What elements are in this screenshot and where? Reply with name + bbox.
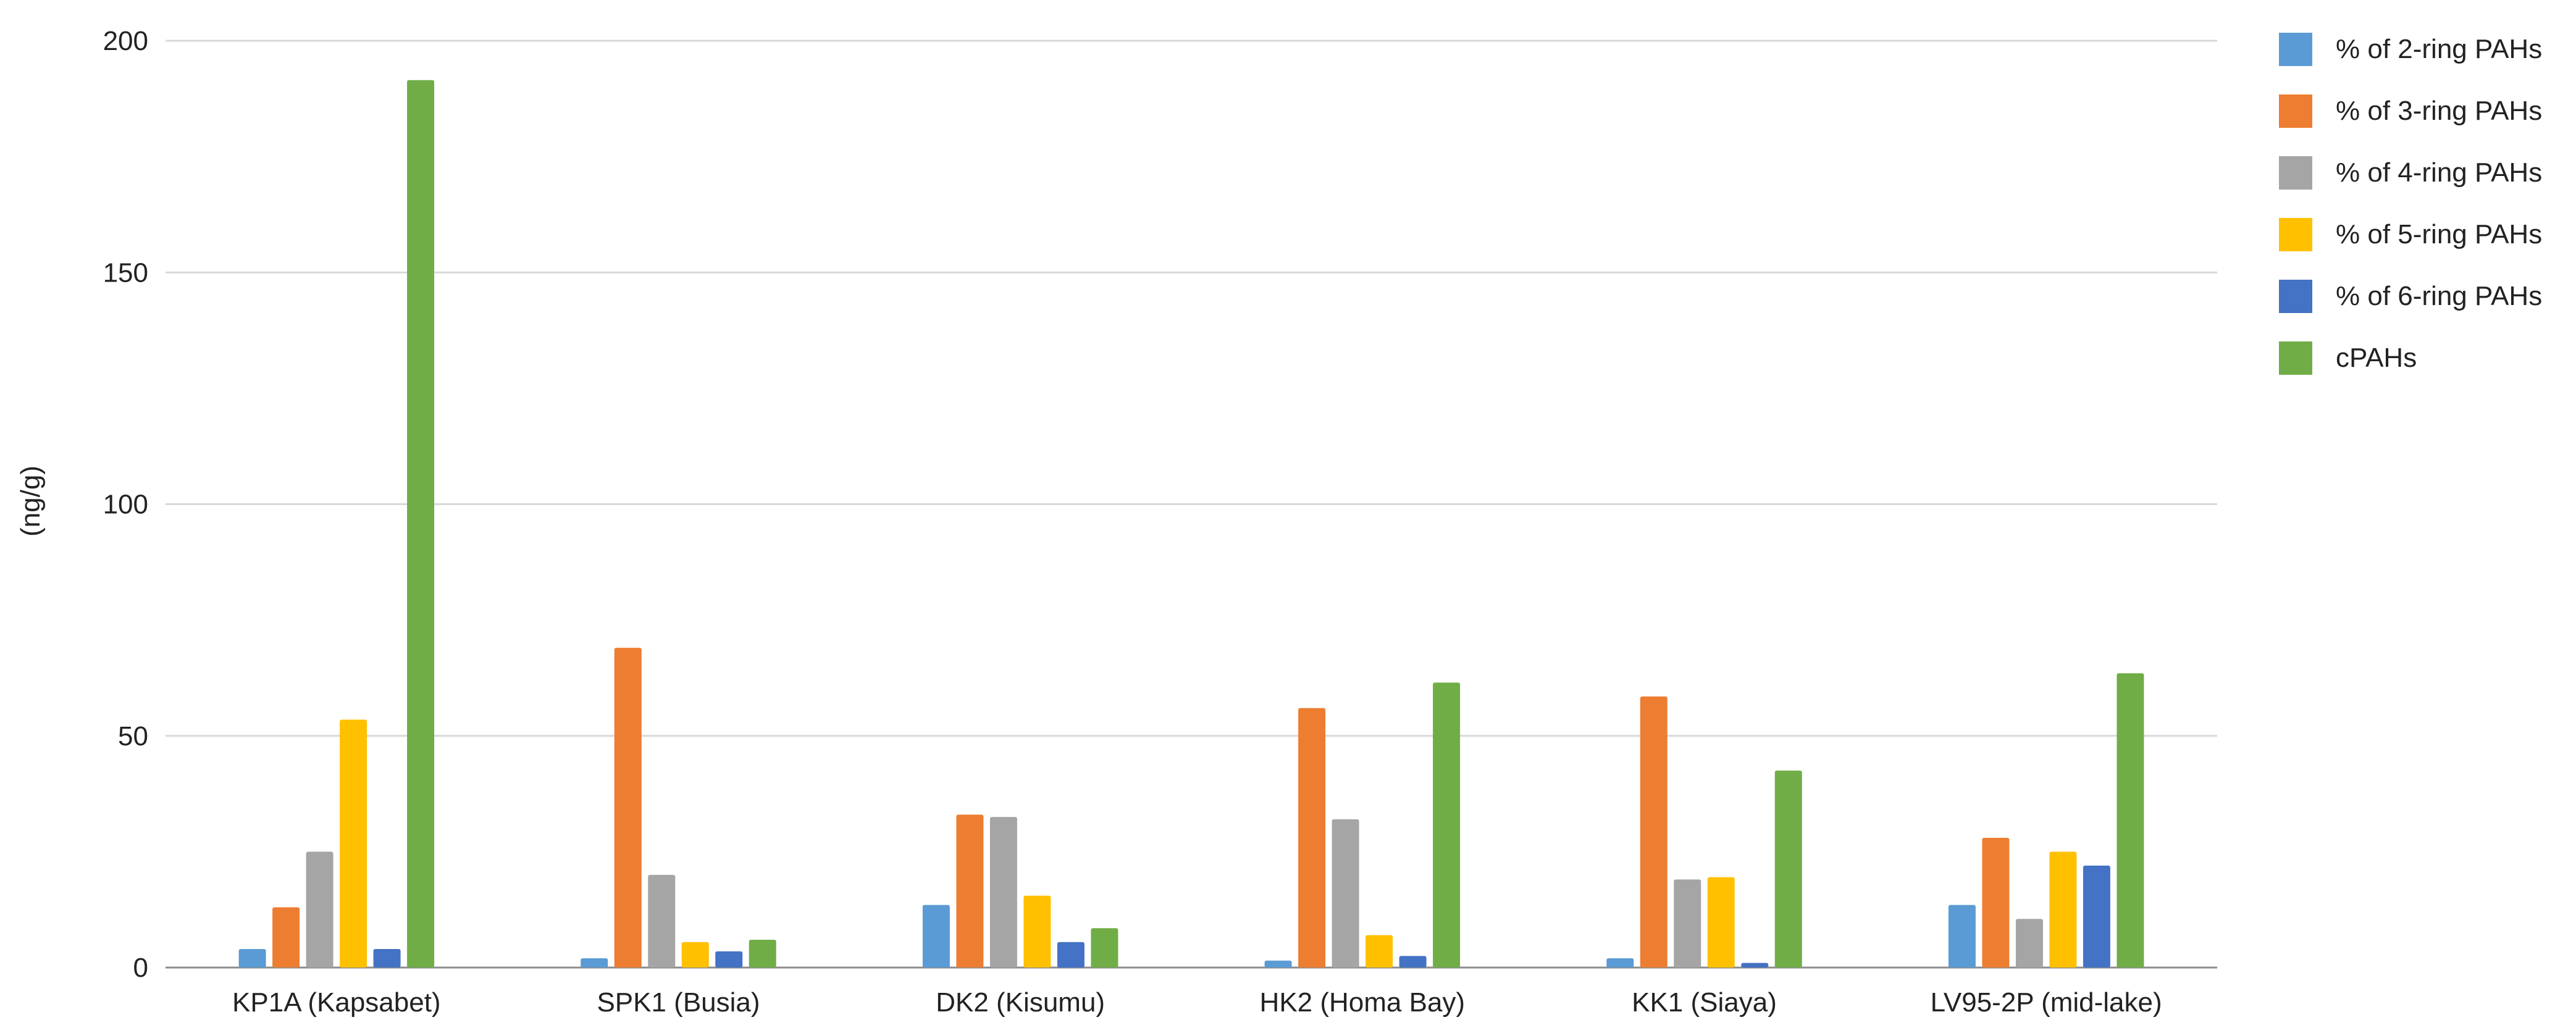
bar <box>989 817 1017 968</box>
y-axis-title: (ng/g) <box>15 466 46 537</box>
legend-swatch-4-ring <box>2279 156 2312 190</box>
bar <box>1091 928 1118 968</box>
bar <box>1948 905 1976 968</box>
bar <box>922 905 950 968</box>
y-tick-label: 150 <box>103 257 148 288</box>
bar <box>1023 895 1051 968</box>
bar <box>2049 851 2077 968</box>
bar <box>1433 682 1461 968</box>
legend-item-2-ring: % of 2-ring PAHs <box>2279 19 2569 80</box>
bar <box>2083 865 2110 968</box>
legend-swatch-2-ring <box>2279 33 2312 66</box>
bar <box>956 814 984 968</box>
legend-swatch-5-ring <box>2279 218 2312 251</box>
bar <box>1741 963 1769 968</box>
legend-label-cpahs: cPAHs <box>2336 343 2417 373</box>
y-tick-label: 0 <box>133 953 148 983</box>
legend-item-5-ring: % of 5-ring PAHs <box>2279 204 2569 266</box>
bar <box>749 939 776 968</box>
bar <box>614 648 642 968</box>
legend-swatch-3-ring <box>2279 94 2312 128</box>
bar <box>1774 771 1802 968</box>
legend-label-3-ring: % of 3-ring PAHs <box>2336 96 2543 126</box>
bar <box>340 719 367 968</box>
bar <box>238 948 266 968</box>
bar <box>581 958 608 968</box>
legend-label-6-ring: % of 6-ring PAHs <box>2336 281 2543 311</box>
bar <box>1298 708 1326 968</box>
y-tick-label: 200 <box>103 26 148 56</box>
bar <box>2117 673 2144 968</box>
bar <box>1606 958 1634 968</box>
bar <box>373 948 401 968</box>
bar <box>272 907 300 968</box>
bar <box>681 942 709 968</box>
x-tick-label: KK1 (Siaya) <box>1632 987 1777 1018</box>
bar <box>1332 819 1359 968</box>
legend: % of 2-ring PAHs % of 3-ring PAHs % of 4… <box>2279 19 2569 389</box>
bar <box>1057 942 1085 968</box>
x-tick-label: DK2 (Kisumu) <box>936 987 1105 1018</box>
bar <box>1640 696 1668 968</box>
bar <box>2015 919 2043 968</box>
bar <box>1366 935 1393 968</box>
bar <box>407 80 435 968</box>
legend-item-4-ring: % of 4-ring PAHs <box>2279 142 2569 204</box>
bar <box>1264 960 1292 968</box>
legend-label-2-ring: % of 2-ring PAHs <box>2336 34 2543 64</box>
bar <box>715 951 743 968</box>
bar <box>1674 879 1701 968</box>
legend-label-5-ring: % of 5-ring PAHs <box>2336 219 2543 249</box>
bar <box>1707 877 1735 968</box>
y-tick-label: 100 <box>103 490 148 520</box>
legend-item-3-ring: % of 3-ring PAHs <box>2279 80 2569 142</box>
x-tick-label: LV95-2P (mid-lake) <box>1931 987 2162 1018</box>
legend-item-cpahs: cPAHs <box>2279 327 2569 389</box>
legend-swatch-cpahs <box>2279 341 2312 375</box>
x-tick-label: SPK1 (Busia) <box>597 987 760 1018</box>
legend-swatch-6-ring <box>2279 280 2312 313</box>
bar <box>306 851 334 968</box>
y-tick-label: 50 <box>118 721 148 751</box>
bar <box>648 874 676 968</box>
legend-item-6-ring: % of 6-ring PAHs <box>2279 266 2569 327</box>
bar <box>1982 837 2010 968</box>
legend-label-4-ring: % of 4-ring PAHs <box>2336 157 2543 188</box>
bar <box>1399 956 1427 968</box>
x-tick-label: HK2 (Homa Bay) <box>1260 987 1466 1018</box>
x-tick-label: KP1A (Kapsabet) <box>232 987 441 1018</box>
